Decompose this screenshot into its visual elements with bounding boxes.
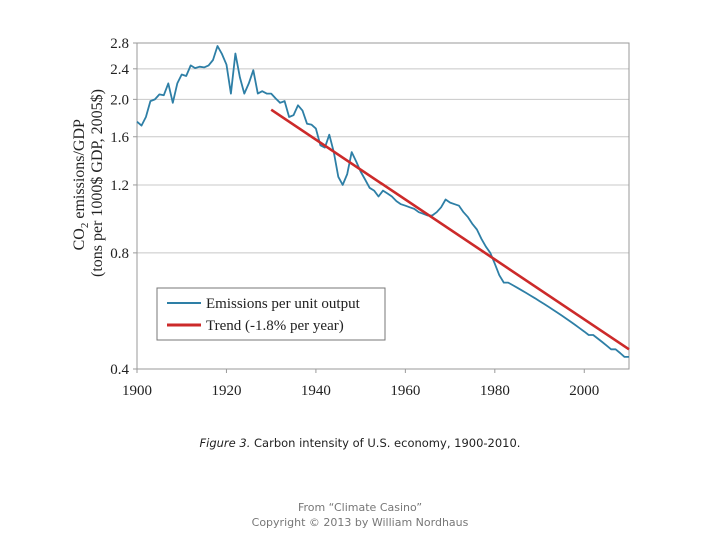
chart: 0.40.81.21.62.02.42.8 1900 1920 1940 1960 19…	[71, 36, 630, 399]
y-axis-label-line1: CO2 emissions/GDP	[71, 119, 91, 250]
legend-box	[156, 287, 386, 341]
x-axis-ticks: 1900 1920 1940 1960 1980 2000	[122, 369, 599, 399]
y-tick-label: 2.4	[110, 62, 129, 78]
x-tick-label: 1940	[301, 383, 331, 399]
credit-line-2: Copyright © 2013 by William Nordhaus	[251, 516, 469, 529]
emissions-line	[136, 45, 629, 358]
trend-line	[270, 108, 630, 351]
y-tick-label: 2.0	[110, 92, 129, 108]
y-axis-ticks: 0.4 0.8 1.2 1.6 2.0 2.4 2.8	[110, 36, 137, 378]
x-tick-label: 1900	[122, 383, 152, 399]
series-group	[136, 45, 630, 358]
y-tick-label: 1.6	[110, 130, 129, 146]
legend-label-emissions: Emissions per unit output	[206, 296, 361, 312]
credit-line-1: From “Climate Casino”	[297, 501, 423, 514]
x-tick-label: 1980	[480, 383, 510, 399]
y-tick-label: 1.2	[110, 178, 129, 194]
y-axis-label: CO2 emissions/GDP (tons per 1000$ GDP, 2…	[71, 89, 106, 277]
x-tick-label: 2000	[569, 383, 599, 399]
plot-frame	[136, 42, 630, 370]
legend-label-trend: Trend (-1.8% per year)	[206, 318, 344, 334]
legend: Emissions per unit output Trend (-1.8% p…	[156, 287, 386, 341]
y-tick-label: 0.8	[110, 246, 129, 262]
gridlines	[137, 68, 629, 254]
credit: From “Climate Casino” Copyright © 2013 b…	[0, 500, 720, 530]
y-tick-label: 0.4	[110, 362, 129, 378]
y-tick-label: 2.8	[110, 36, 129, 52]
caption-label: Figure 3.	[199, 436, 251, 450]
x-tick-label: 1920	[211, 383, 241, 399]
caption-text: Carbon intensity of U.S. economy, 1900-2…	[250, 436, 521, 450]
figure-caption: Figure 3. Carbon intensity of U.S. econo…	[0, 436, 720, 450]
x-tick-label: 1960	[390, 383, 420, 399]
y-axis-label-line2: (tons per 1000$ GDP, 2005$)	[89, 89, 106, 277]
